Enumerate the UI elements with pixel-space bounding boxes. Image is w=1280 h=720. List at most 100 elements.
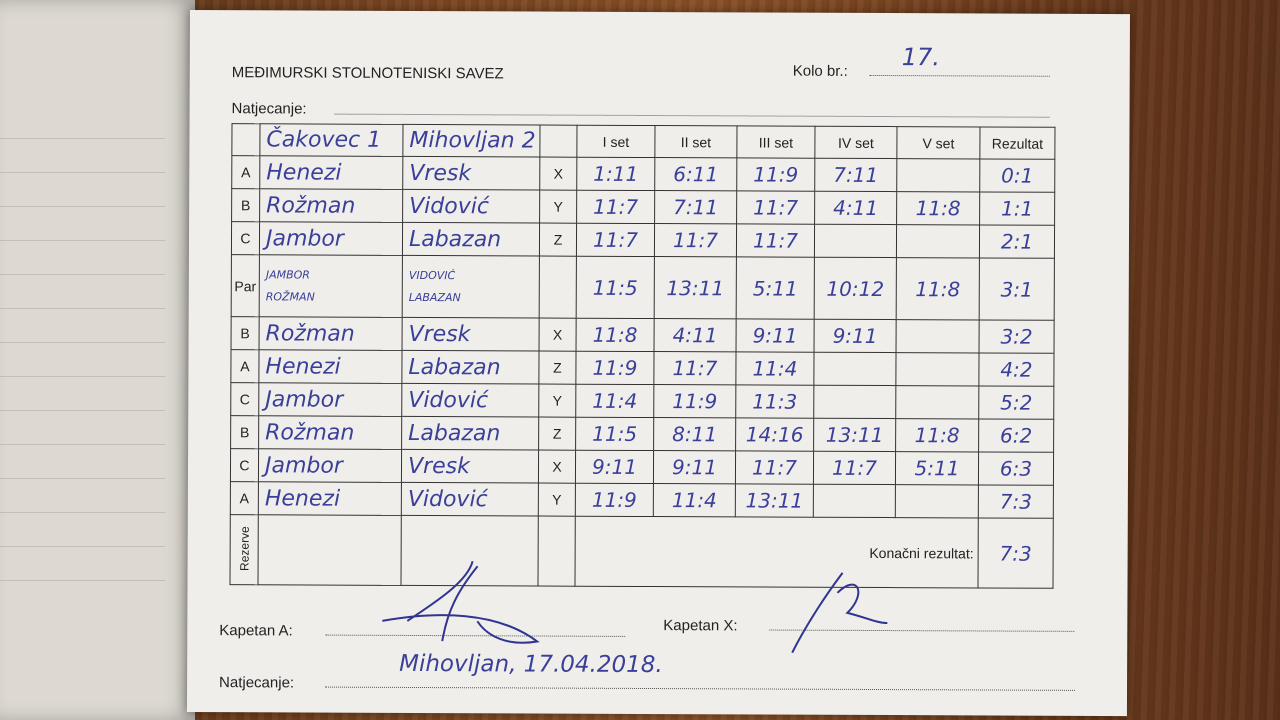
set-score: 11:5 — [576, 256, 655, 319]
player-b-name: Vresk — [402, 317, 540, 352]
set-score — [895, 352, 980, 386]
match-result: 5:2 — [978, 385, 1054, 420]
set-score: 11:9 — [575, 483, 654, 517]
set-score: 10:12 — [814, 257, 897, 320]
set-score: 11:9 — [575, 351, 655, 385]
kolo-label: Kolo br.: — [792, 62, 848, 80]
set-score: 4:11 — [814, 191, 897, 225]
match-result: 3:2 — [979, 319, 1055, 354]
final-result-value: 7:3 — [977, 517, 1054, 589]
match-row: B Rožman Vidović Y 11:7 7:11 11:7 4:11 11:8 1:1 — [231, 188, 1055, 226]
final-result-label: Konačni rezultat: — [869, 544, 974, 561]
player-x-code: Z — [538, 351, 577, 385]
set-score — [896, 319, 980, 353]
match-result: 6:3 — [978, 451, 1054, 486]
player-a-name: Henezi — [259, 155, 403, 190]
match-row: A Henezi Vidović Y 11:9 11:4 13:11 7:3 — [230, 481, 1054, 519]
player-x-code: Y — [538, 384, 576, 418]
natjecanje-bottom-label: Natjecanje: — [219, 674, 295, 692]
set-score: 9:11 — [575, 450, 654, 484]
set-score: 11:7 — [813, 451, 896, 485]
column-header — [231, 123, 261, 156]
player-x-code: X — [539, 157, 577, 191]
player-x-code: X — [538, 450, 576, 484]
player-b-name: Vidović — [402, 189, 540, 224]
player-x-code: X — [539, 318, 577, 352]
column-header: Čakovec 1 — [259, 123, 404, 157]
set-score — [896, 224, 980, 258]
column-header: I set — [576, 125, 656, 158]
previous-page — [0, 0, 195, 720]
player-a-code: A — [230, 349, 260, 383]
set-score: 7:11 — [814, 158, 897, 192]
set-score: 11:5 — [575, 417, 654, 451]
match-row: C Jambor Labazan Z 11:7 11:7 11:7 2:1 — [231, 221, 1055, 259]
player-a-code: C — [231, 221, 260, 255]
player-b-name: Vidović — [401, 482, 539, 517]
set-score: 11:7 — [654, 223, 737, 257]
set-score: 14:16 — [735, 417, 814, 452]
natjecanje-bottom-value: Mihovljan, 17.04.2018. — [399, 650, 663, 679]
kapetan-a-signature — [382, 560, 540, 644]
column-header — [539, 125, 578, 158]
player-a-code: A — [230, 481, 259, 515]
column-header: IV set — [814, 126, 897, 159]
match-result: 2:1 — [979, 224, 1055, 259]
federation-title: MEĐIMURSKI STOLNOTENISKI SAVEZ — [231, 64, 504, 83]
player-b-name: Labazan — [402, 222, 540, 257]
set-score: 11:8 — [896, 191, 980, 225]
player-a-code: C — [230, 448, 259, 482]
match-row: B Rožman Labazan Z 11:5 8:11 14:16 13:11 11:8 6:2 — [230, 415, 1054, 453]
rezerve-cell: Rezerve — [229, 514, 259, 585]
player-x-code — [539, 256, 577, 319]
column-header: Mihovljan 2 — [402, 124, 541, 158]
set-score: 11:4 — [575, 384, 654, 418]
set-score: 4:11 — [654, 318, 737, 352]
match-row: C Jambor Vresk X 9:11 9:11 11:7 11:7 5:11 6:3 — [230, 448, 1054, 486]
set-score — [896, 158, 980, 192]
rezerve-label: Rezerve — [237, 525, 252, 571]
set-score: 11:7 — [735, 450, 814, 485]
set-score: 11:8 — [896, 257, 980, 320]
match-result: 4:2 — [978, 352, 1055, 387]
column-header: V set — [896, 126, 980, 159]
match-result: 3:1 — [979, 257, 1055, 321]
set-score: 13:11 — [654, 256, 737, 319]
player-a-name: Jambor — [258, 382, 402, 417]
player-x-code: Z — [538, 417, 576, 451]
set-score: 7:11 — [654, 190, 737, 224]
match-result: 6:2 — [978, 418, 1054, 453]
set-score: 11:7 — [736, 190, 815, 225]
set-score: 9:11 — [653, 450, 736, 484]
player-a-code: B — [231, 188, 260, 222]
set-score — [813, 385, 896, 419]
player-a-name: Jambor — [259, 221, 403, 256]
match-row: A Henezi Vresk X 1:11 6:11 11:9 7:11 0:1 — [231, 155, 1055, 193]
player-a-name: Rožman — [259, 188, 403, 223]
set-score: 13:11 — [813, 418, 896, 452]
match-row: C Jambor Vidović Y 11:4 11:9 11:3 5:2 — [230, 382, 1054, 420]
player-a-name: Rožman — [259, 316, 403, 351]
set-score: 5:11 — [895, 451, 979, 485]
set-score — [813, 484, 896, 518]
set-score: 13:11 — [735, 483, 814, 518]
set-score — [895, 484, 979, 518]
player-a-code: Par — [231, 254, 260, 317]
column-header: II set — [654, 125, 737, 158]
player-x-code: Y — [539, 190, 577, 224]
column-header: III set — [736, 125, 815, 159]
player-a-code: B — [230, 415, 259, 449]
set-score: 1:11 — [576, 157, 655, 191]
final-label-cell: Konačni rezultat: — [574, 516, 979, 588]
player-a-code: B — [231, 316, 260, 350]
player-b-name: VIDOVIĆ LABAZAN — [402, 255, 540, 319]
player-b-name: Vresk — [401, 449, 539, 484]
set-score: 11:8 — [895, 418, 979, 452]
player-x-code: Z — [539, 223, 577, 257]
score-table: Čakovec 1 Mihovljan 2 I set II set III set IV… — [229, 123, 1055, 589]
set-score: 8:11 — [653, 417, 736, 451]
header-row: Čakovec 1 Mihovljan 2 I set II set III set IV… — [231, 123, 1055, 160]
player-b-name: Vidović — [401, 383, 539, 418]
previous-page-lines — [0, 105, 165, 605]
match-row: B Rožman Vresk X 11:8 4:11 9:11 9:11 3:2 — [231, 316, 1055, 354]
